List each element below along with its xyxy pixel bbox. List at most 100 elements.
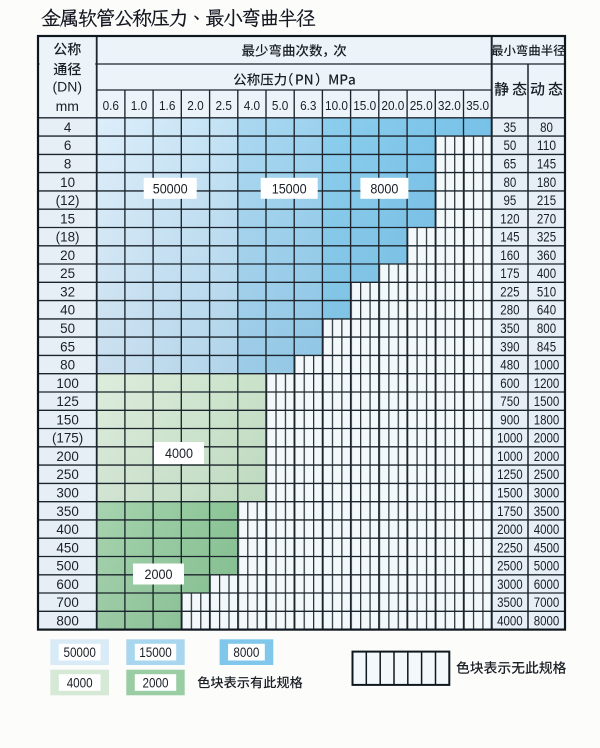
svg-text:2000: 2000 <box>145 566 173 582</box>
svg-text:3500: 3500 <box>497 594 523 610</box>
svg-text:175: 175 <box>500 265 519 281</box>
svg-text:2000: 2000 <box>497 521 523 537</box>
svg-text:80: 80 <box>504 174 517 190</box>
svg-text:700: 700 <box>56 595 78 610</box>
svg-text:80: 80 <box>540 119 553 135</box>
svg-text:10.0: 10.0 <box>325 98 348 113</box>
svg-text:390: 390 <box>500 338 519 354</box>
svg-text:25.0: 25.0 <box>410 98 433 113</box>
svg-text:845: 845 <box>537 338 556 354</box>
svg-text:360: 360 <box>537 247 556 263</box>
svg-text:900: 900 <box>500 411 519 427</box>
svg-text:2.0: 2.0 <box>187 98 203 113</box>
svg-text:5000: 5000 <box>534 558 560 574</box>
svg-text:4000: 4000 <box>534 521 560 537</box>
svg-text:160: 160 <box>500 247 519 263</box>
svg-text:145: 145 <box>537 156 556 172</box>
svg-text:4000: 4000 <box>67 675 93 690</box>
svg-text:95: 95 <box>504 192 517 208</box>
svg-text:350: 350 <box>56 504 78 519</box>
svg-text:480: 480 <box>500 357 519 373</box>
svg-text:325: 325 <box>537 229 556 245</box>
svg-text:450: 450 <box>56 540 78 555</box>
svg-text:(18): (18) <box>56 230 80 245</box>
svg-text:25: 25 <box>60 266 75 281</box>
svg-text:50000: 50000 <box>63 645 96 660</box>
svg-text:6: 6 <box>64 138 71 153</box>
svg-text:(175): (175) <box>52 431 83 446</box>
svg-text:15000: 15000 <box>139 645 172 660</box>
svg-text:2000: 2000 <box>143 675 169 690</box>
svg-text:250: 250 <box>56 467 78 482</box>
svg-text:(12): (12) <box>56 193 80 208</box>
svg-text:6000: 6000 <box>534 576 560 592</box>
svg-text:640: 640 <box>537 302 556 318</box>
svg-text:200: 200 <box>56 449 78 464</box>
svg-text:1500: 1500 <box>497 485 523 501</box>
svg-text:2000: 2000 <box>534 448 560 464</box>
svg-text:270: 270 <box>537 210 556 226</box>
svg-text:40: 40 <box>60 303 75 318</box>
svg-text:800: 800 <box>56 614 78 629</box>
svg-text:32: 32 <box>60 284 75 299</box>
svg-text:7000: 7000 <box>534 594 560 610</box>
svg-text:10: 10 <box>60 175 75 190</box>
svg-text:800: 800 <box>537 320 556 336</box>
svg-text:4000: 4000 <box>497 613 523 629</box>
svg-text:1000: 1000 <box>497 448 523 464</box>
svg-text:400: 400 <box>537 265 556 281</box>
svg-text:50000: 50000 <box>153 180 188 196</box>
svg-text:1750: 1750 <box>497 503 523 519</box>
svg-text:35.0: 35.0 <box>466 98 489 113</box>
svg-text:1000: 1000 <box>534 357 560 373</box>
svg-text:32.0: 32.0 <box>438 98 461 113</box>
svg-text:2500: 2500 <box>534 466 560 482</box>
svg-text:4.0: 4.0 <box>244 98 260 113</box>
svg-text:50: 50 <box>504 137 517 153</box>
svg-text:100: 100 <box>56 376 78 391</box>
svg-text:65: 65 <box>60 339 75 354</box>
svg-text:750: 750 <box>500 393 519 409</box>
svg-text:(DN): (DN) <box>53 79 83 95</box>
svg-text:600: 600 <box>500 375 519 391</box>
svg-text:1200: 1200 <box>534 375 560 391</box>
svg-text:510: 510 <box>537 283 556 299</box>
svg-text:4: 4 <box>64 120 72 135</box>
svg-text:8000: 8000 <box>370 180 398 196</box>
svg-text:15: 15 <box>60 211 75 226</box>
svg-text:110: 110 <box>537 137 556 153</box>
svg-text:15000: 15000 <box>272 180 307 196</box>
svg-text:3500: 3500 <box>534 503 560 519</box>
svg-text:1.6: 1.6 <box>159 98 175 113</box>
svg-text:15.0: 15.0 <box>353 98 376 113</box>
svg-text:120: 120 <box>500 210 519 226</box>
svg-text:20.0: 20.0 <box>381 98 404 113</box>
svg-text:145: 145 <box>500 229 519 245</box>
svg-text:20: 20 <box>60 248 75 263</box>
svg-text:300: 300 <box>56 486 78 501</box>
svg-text:225: 225 <box>500 283 519 299</box>
svg-text:2.5: 2.5 <box>216 98 232 113</box>
svg-text:280: 280 <box>500 302 519 318</box>
svg-text:50: 50 <box>60 321 75 336</box>
svg-text:600: 600 <box>56 577 78 592</box>
svg-text:6.3: 6.3 <box>300 98 316 113</box>
svg-text:500: 500 <box>56 559 78 574</box>
svg-text:4000: 4000 <box>165 445 193 461</box>
svg-text:mm: mm <box>56 98 79 114</box>
svg-text:1800: 1800 <box>534 411 560 427</box>
svg-text:3000: 3000 <box>497 576 523 592</box>
svg-text:8000: 8000 <box>534 613 560 629</box>
svg-text:180: 180 <box>537 174 556 190</box>
svg-text:350: 350 <box>500 320 519 336</box>
svg-text:3000: 3000 <box>534 485 560 501</box>
svg-text:150: 150 <box>56 412 78 427</box>
svg-text:400: 400 <box>56 522 78 537</box>
svg-text:2000: 2000 <box>534 430 560 446</box>
svg-text:4500: 4500 <box>534 539 560 555</box>
svg-text:215: 215 <box>537 192 556 208</box>
svg-text:2500: 2500 <box>497 558 523 574</box>
svg-text:5.0: 5.0 <box>272 98 288 113</box>
svg-text:2250: 2250 <box>497 539 523 555</box>
svg-text:35: 35 <box>504 119 517 135</box>
